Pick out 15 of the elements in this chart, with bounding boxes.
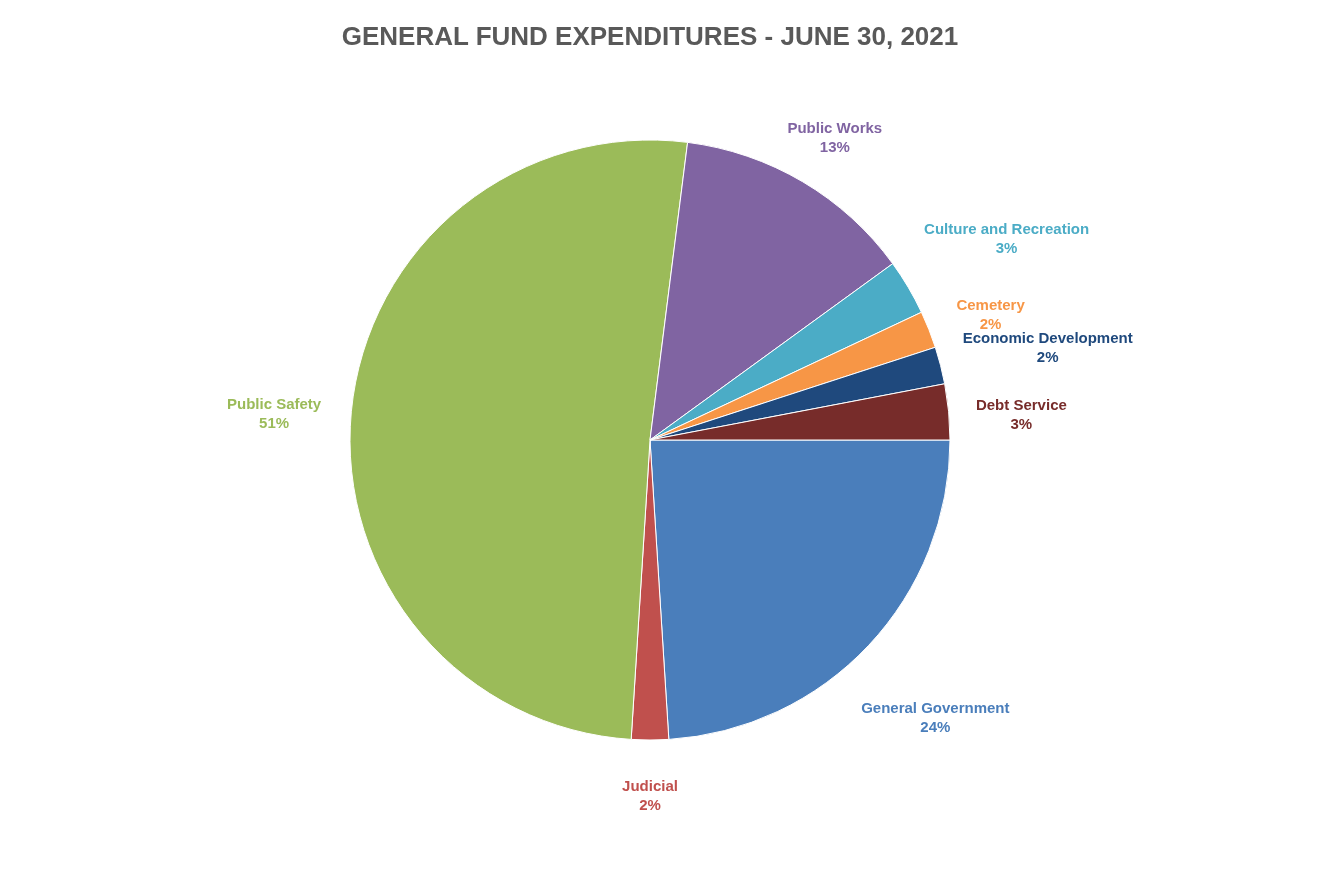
- slice-label: Debt Service: [975, 395, 1067, 413]
- slice-label: Public Safety: [226, 395, 322, 413]
- slice-label: Cemetery: [956, 296, 1026, 314]
- chart-title: GENERAL FUND EXPENDITURES - JUNE 30, 2021: [341, 21, 959, 51]
- data-label: 24%: [920, 717, 951, 735]
- data-label: 51%: [259, 414, 290, 432]
- data-label: 2%: [1036, 347, 1059, 365]
- data-label: 2%: [639, 796, 661, 813]
- slice-label: General Government: [861, 698, 1010, 716]
- slice-label: Judicial: [622, 777, 678, 794]
- slice-label: Public Works: [787, 118, 883, 136]
- data-label: 3%: [1010, 414, 1033, 432]
- data-label: 13%: [819, 137, 850, 155]
- slice-label: Culture and Recreation: [924, 220, 1090, 238]
- data-label: 3%: [995, 239, 1018, 257]
